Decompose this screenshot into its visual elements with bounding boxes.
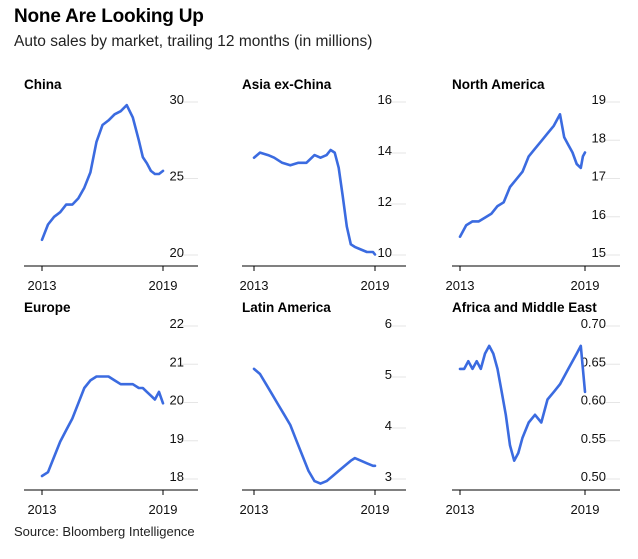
y-tick-label-europe: 18 [170,469,184,484]
y-tick-label-africa-and-middle-east: 0.50 [581,469,606,484]
panel-title-china: China [24,77,62,92]
y-tick-label-china: 20 [170,245,184,260]
y-tick-label-north-america: 16 [592,207,606,222]
x-tick-label-china: 2019 [149,278,178,293]
chart-subtitle: Auto sales by market, trailing 12 months… [14,33,373,50]
y-tick-label-europe: 22 [170,316,184,331]
y-tick-label-latin-america: 4 [385,418,392,433]
y-tick-label-north-america: 15 [592,245,606,260]
y-tick-label-asia-ex-china: 12 [378,194,392,209]
x-tick-label-north-america: 2013 [446,278,475,293]
y-tick-label-asia-ex-china: 14 [378,143,392,158]
y-tick-label-china: 30 [170,92,184,107]
y-tick-label-latin-america: 5 [385,367,392,382]
y-tick-label-europe: 21 [170,354,184,369]
y-tick-label-north-america: 18 [592,130,606,145]
y-tick-label-north-america: 17 [592,169,606,184]
x-tick-label-africa-and-middle-east: 2019 [571,502,600,517]
series-line-asia-ex-china [252,148,377,256]
y-tick-label-china: 25 [170,169,184,184]
panel-title-north-america: North America [452,77,545,92]
series-line-africa-and-middle-east [458,344,587,462]
x-tick-label-europe: 2013 [28,502,57,517]
y-tick-label-north-america: 19 [592,92,606,107]
y-tick-label-africa-and-middle-east: 0.60 [581,393,606,408]
x-tick-label-africa-and-middle-east: 2013 [446,502,475,517]
panel-title-latin-america: Latin America [242,300,331,315]
y-tick-label-africa-and-middle-east: 0.55 [581,431,606,446]
x-tick-label-asia-ex-china: 2013 [240,278,269,293]
y-tick-label-latin-america: 6 [385,316,392,331]
y-tick-label-latin-america: 3 [385,469,392,484]
x-tick-label-asia-ex-china: 2019 [361,278,390,293]
y-tick-label-africa-and-middle-east: 0.65 [581,354,606,369]
series-line-europe [40,375,165,478]
y-tick-label-africa-and-middle-east: 0.70 [581,316,606,331]
series-line-latin-america [252,367,377,485]
panel-title-africa-and-middle-east: Africa and Middle East [452,300,597,315]
source-note: Source: Bloomberg Intelligence [14,524,195,539]
y-tick-label-europe: 19 [170,431,184,446]
y-tick-label-asia-ex-china: 10 [378,245,392,260]
panel-title-asia-ex-china: Asia ex-China [242,77,332,92]
series-line-north-america [458,113,587,238]
chart-title: None Are Looking Up [14,6,204,27]
panel-title-europe: Europe [24,300,71,315]
x-tick-label-china: 2013 [28,278,57,293]
x-tick-label-latin-america: 2019 [361,502,390,517]
series-line-china [40,103,165,242]
y-tick-label-asia-ex-china: 16 [378,92,392,107]
x-tick-label-latin-america: 2013 [240,502,269,517]
y-tick-label-europe: 20 [170,393,184,408]
x-tick-label-europe: 2019 [149,502,178,517]
x-tick-label-north-america: 2019 [571,278,600,293]
